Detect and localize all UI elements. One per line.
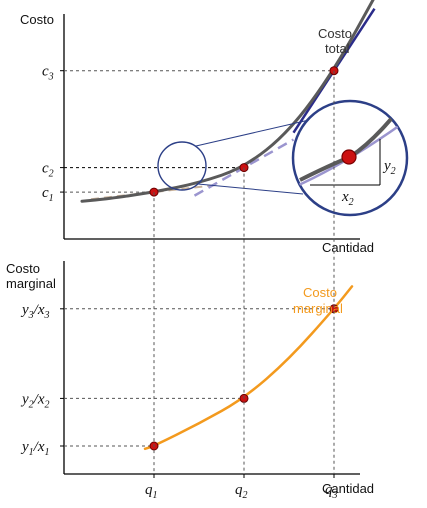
bottom-ytick-label-2: y2/x2 bbox=[20, 391, 50, 410]
bottom-y-ticks: y1/x1 y2/x2 y3/x3 bbox=[20, 302, 64, 458]
top-ytick-label-2: c2 bbox=[42, 161, 54, 180]
total-cost-label-line1: Costo bbox=[318, 26, 352, 41]
marginal-cost-label-line2: marginal bbox=[293, 301, 343, 316]
zoom-inset: y2 x2 bbox=[291, 99, 409, 217]
top-ytick-label-3: c3 bbox=[42, 64, 54, 83]
bottom-y-axis-label-line2: marginal bbox=[6, 276, 56, 291]
top-x-axis-label: Cantidad bbox=[322, 240, 374, 255]
bottom-xtick-label-1: q1 bbox=[145, 482, 158, 501]
top-y-axis-label: Costo bbox=[20, 12, 54, 27]
total-cost-chart: Costo Cantidad y2 x2 Costo total c1 c2 c3 bbox=[20, 0, 409, 255]
zoom-connector-lower bbox=[197, 183, 304, 195]
bottom-ytick-label-1: y1/x1 bbox=[20, 439, 50, 458]
inset-rise-label: y2 bbox=[382, 158, 396, 177]
bottom-x-ticks: q1 q2 q3 bbox=[145, 474, 338, 501]
bottom-y-axis-label-line1: Costo bbox=[6, 261, 40, 276]
inset-point bbox=[341, 149, 357, 165]
bottom-xtick-label-3: q3 bbox=[325, 482, 338, 501]
zoom-circle bbox=[157, 141, 207, 191]
bottom-guide-lines bbox=[64, 308, 334, 447]
marginal-cost-chart: Costo marginal Cantidad Costo marginal y… bbox=[6, 261, 374, 501]
top-y-ticks: c1 c2 c3 bbox=[42, 64, 64, 204]
marginal-cost-label-line1: Costo bbox=[303, 285, 337, 300]
top-guide-lines bbox=[64, 70, 334, 193]
total-cost-label-line2: total bbox=[325, 41, 350, 56]
zoom-connector-upper bbox=[195, 119, 310, 147]
total-cost-curve bbox=[80, 0, 375, 203]
tangent-q1 bbox=[90, 183, 218, 201]
quantity-guide-lines bbox=[153, 70, 335, 474]
bottom-x-axis-label: Cantidad bbox=[322, 481, 374, 496]
bottom-ytick-label-3: y3/x3 bbox=[20, 302, 50, 321]
inset-run-label: x2 bbox=[341, 189, 354, 208]
bottom-xtick-label-2: q2 bbox=[235, 482, 248, 501]
top-ytick-label-1: c1 bbox=[42, 185, 54, 204]
